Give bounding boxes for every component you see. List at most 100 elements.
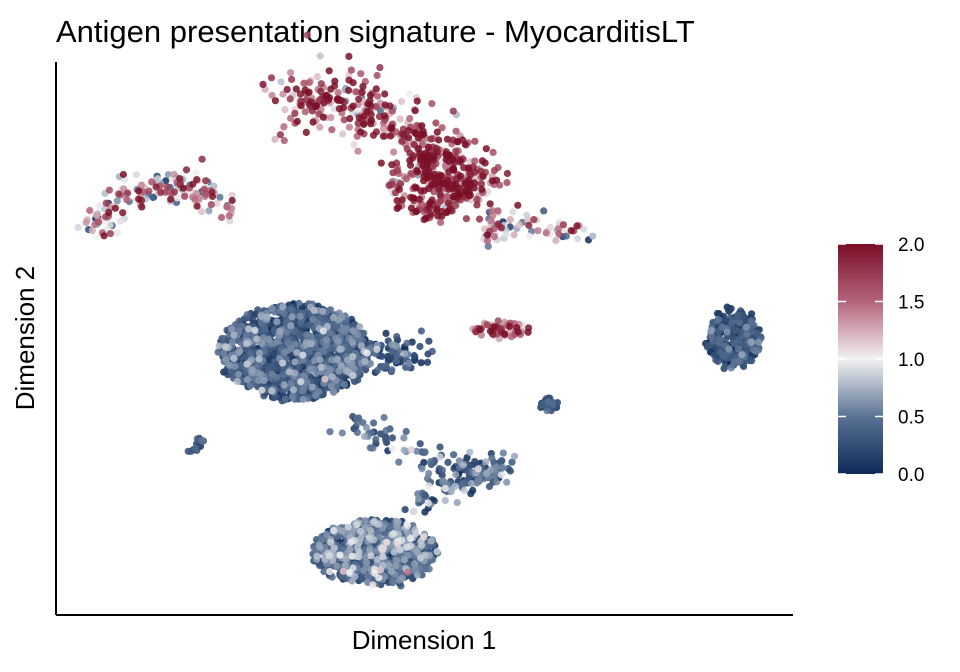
data-point	[374, 92, 382, 100]
data-point	[121, 176, 129, 184]
data-point	[369, 581, 377, 589]
data-point	[242, 340, 251, 348]
data-point	[394, 540, 402, 548]
data-point	[381, 90, 389, 98]
data-point	[369, 131, 378, 139]
data-point	[486, 200, 494, 208]
data-point	[403, 339, 411, 347]
data-point	[476, 326, 484, 334]
data-point	[370, 517, 379, 525]
data-point	[308, 383, 316, 391]
data-point	[424, 499, 432, 507]
data-point	[473, 195, 481, 203]
data-point	[530, 216, 538, 224]
data-point	[467, 479, 476, 488]
data-point	[434, 212, 442, 220]
data-point	[403, 543, 411, 551]
data-point	[506, 216, 514, 224]
data-point	[394, 518, 402, 526]
data-point	[478, 157, 486, 165]
data-point	[370, 419, 378, 427]
data-point	[444, 207, 452, 216]
data-point	[406, 114, 414, 123]
data-point	[428, 196, 436, 204]
data-point	[328, 573, 336, 581]
data-point	[732, 326, 740, 334]
data-point	[420, 177, 428, 185]
data-point	[379, 124, 387, 133]
data-point	[365, 533, 373, 542]
data-point	[432, 119, 440, 127]
data-point	[304, 359, 312, 367]
data-point	[393, 333, 401, 341]
data-point	[349, 79, 357, 87]
data-point	[330, 544, 339, 552]
data-point	[407, 204, 416, 212]
data-point	[373, 556, 381, 564]
data-point	[713, 309, 722, 318]
data-point	[287, 345, 295, 353]
data-point	[327, 85, 335, 93]
data-point	[277, 78, 285, 86]
colorbar: 0.0 0.5 1.0 1.5 2.0	[838, 235, 924, 486]
data-point	[405, 359, 413, 367]
data-point	[286, 95, 294, 103]
data-point	[88, 227, 96, 235]
data-point	[386, 522, 394, 530]
data-point	[442, 179, 450, 187]
data-point	[397, 97, 406, 106]
data-point	[436, 443, 444, 451]
data-point	[482, 458, 490, 466]
data-point	[452, 201, 460, 210]
data-point	[338, 527, 346, 535]
data-point	[401, 350, 409, 358]
data-point	[443, 135, 451, 143]
data-point	[450, 464, 458, 473]
data-point	[493, 478, 501, 486]
data-point	[268, 370, 276, 378]
data-point	[515, 221, 523, 229]
data-point	[404, 134, 413, 142]
data-point	[255, 355, 263, 363]
data-point	[325, 94, 333, 102]
data-point	[327, 382, 335, 390]
data-point	[414, 145, 423, 153]
data-point	[268, 304, 276, 312]
data-point	[416, 440, 424, 448]
data-point	[441, 484, 449, 493]
data-point	[222, 355, 230, 364]
data-point	[124, 189, 132, 197]
data-point	[508, 458, 516, 466]
data-point	[433, 128, 441, 136]
data-point	[273, 318, 281, 326]
data-point	[382, 329, 390, 337]
data-point	[427, 537, 435, 545]
data-point	[287, 379, 295, 388]
data-point	[747, 338, 756, 346]
data-point	[483, 237, 492, 245]
data-point	[220, 349, 228, 357]
data-point	[419, 152, 427, 161]
data-point	[724, 306, 733, 314]
data-point	[462, 188, 470, 196]
data-point	[170, 170, 178, 178]
data-point	[375, 574, 383, 582]
data-point	[487, 217, 495, 225]
data-point	[279, 370, 287, 378]
data-point	[253, 335, 261, 343]
data-point	[552, 236, 560, 245]
data-point	[494, 317, 502, 325]
data-point	[215, 342, 223, 350]
data-point	[218, 334, 226, 342]
data-point	[236, 347, 244, 355]
data-point	[400, 434, 408, 442]
data-point	[348, 338, 357, 346]
data-point	[268, 387, 276, 395]
data-point	[316, 356, 324, 364]
data-point	[353, 418, 362, 427]
data-point	[280, 348, 289, 356]
data-point	[395, 458, 403, 466]
data-point	[355, 95, 363, 103]
data-point	[503, 179, 511, 187]
data-point	[473, 201, 481, 209]
